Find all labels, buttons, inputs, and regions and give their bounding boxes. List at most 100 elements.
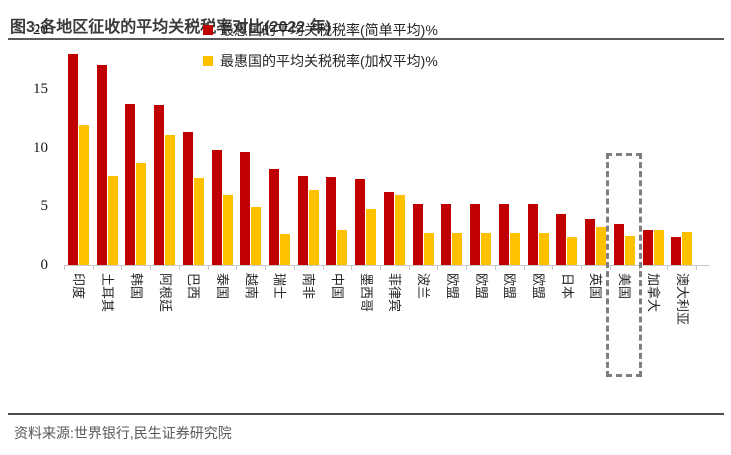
bar-weighted-avg	[308, 189, 319, 265]
x-category-label-text: 巴西	[186, 273, 202, 300]
x-category-label-text: 土耳其	[100, 273, 116, 313]
axis-tick	[121, 266, 123, 270]
axis-tick	[609, 266, 611, 270]
bar-group-17	[524, 30, 553, 265]
x-category-label-text: 欧盟	[473, 273, 489, 300]
bar-group-6	[208, 30, 237, 265]
bar-weighted-avg	[222, 194, 233, 265]
bar-group-8	[265, 30, 294, 265]
x-category-label-text: 加拿大	[645, 273, 661, 313]
source-note: 资料来源:世界银行,民生证券研究院	[14, 425, 232, 441]
bar-simple-avg	[556, 214, 567, 265]
bars-area	[64, 30, 696, 265]
bar-simple-avg	[67, 53, 78, 265]
axis-tick	[322, 266, 324, 270]
bar-weighted-avg	[452, 233, 463, 265]
bar-chart: 0 5 10 15 20 最惠国的平均关税税率(简单平均)% 最惠国的平均关税税率(加权…	[33, 20, 710, 377]
bar-simple-avg	[182, 132, 193, 265]
axis-tick	[178, 266, 180, 270]
axis-tick	[236, 266, 238, 270]
bar-weighted-avg	[538, 233, 549, 265]
y-tick-label: 20	[33, 22, 48, 38]
axis-tick	[667, 266, 669, 270]
y-tick-label: 5	[40, 198, 49, 215]
bar-simple-avg	[326, 176, 337, 265]
bar-simple-avg	[412, 203, 423, 265]
x-category-label-text: 印度	[71, 273, 87, 300]
bar-weighted-avg	[481, 233, 492, 265]
bar-group-21	[639, 30, 668, 265]
axis-tick	[92, 266, 94, 270]
x-category-label-text: 欧盟	[444, 273, 460, 300]
bar-weighted-avg	[78, 125, 89, 265]
bar-group-5	[179, 30, 208, 265]
bar-simple-avg	[383, 192, 394, 265]
bar-simple-avg	[211, 149, 222, 265]
bar-group-7	[236, 30, 265, 265]
usa-highlight-dashed-box	[606, 153, 643, 377]
axis-tick	[207, 266, 209, 270]
y-tick-label: 10	[33, 139, 48, 156]
axis-tick	[437, 266, 439, 270]
bar-simple-avg	[96, 65, 107, 265]
bar-simple-avg	[470, 203, 481, 265]
axis-tick	[638, 266, 640, 270]
bar-group-22	[667, 30, 696, 265]
bar-simple-avg	[154, 105, 165, 265]
bar-simple-avg	[441, 203, 452, 265]
bar-group-14	[438, 30, 467, 265]
x-category-label-text: 泰国	[215, 273, 230, 300]
bar-group-2	[93, 30, 122, 265]
x-category-label-text: 英国	[588, 273, 604, 300]
x-category-label-text: 菲律宾	[387, 273, 403, 313]
chart-legend: 最惠国的平均关税税率(简单平均)% 最惠国的平均关税税率(加权平均)%	[203, 20, 438, 82]
x-category-label-text: 越南	[243, 273, 259, 300]
y-tick-label: 0	[40, 257, 49, 273]
axis-tick	[466, 266, 468, 270]
bar-simple-avg	[269, 168, 279, 265]
bar-simple-avg	[613, 223, 624, 265]
bar-weighted-avg	[193, 178, 204, 265]
bar-weighted-avg	[280, 234, 290, 265]
bar-group-15	[466, 30, 495, 265]
x-category-label-text: 日本	[559, 273, 575, 300]
bar-simple-avg	[527, 203, 538, 265]
axis-tick	[265, 266, 267, 270]
axis-tick	[64, 266, 65, 270]
bar-weighted-avg	[394, 194, 405, 265]
bar-group-20	[610, 30, 639, 265]
bar-simple-avg	[671, 236, 682, 265]
bar-weighted-avg	[682, 232, 693, 265]
legend-row-weighted-avg: 最惠国的平均关税税率(加权平均)%	[203, 51, 438, 71]
bar-weighted-avg	[337, 229, 348, 265]
x-category-label-text: 墨西哥	[358, 273, 374, 313]
x-category-label-text: 美国	[617, 273, 633, 300]
x-category-label-text: 欧盟	[502, 273, 518, 300]
bar-simple-avg	[498, 203, 509, 265]
axis-tick	[696, 266, 697, 270]
bar-group-19	[581, 30, 610, 265]
bar-weighted-avg	[567, 236, 578, 265]
bar-weighted-avg	[596, 227, 607, 265]
legend-swatch-yellow	[203, 56, 213, 66]
bar-group-18	[552, 30, 581, 265]
legend-label-weighted-avg: 最惠国的平均关税税率(加权平均)%	[220, 53, 438, 69]
legend-label-simple-avg: 最惠国的平均关税税率(简单平均)%	[220, 22, 438, 38]
x-category-label-text: 阿根廷	[157, 273, 173, 313]
bar-weighted-avg	[165, 134, 176, 265]
x-category-label-text: 韩国	[128, 273, 144, 300]
bar-simple-avg	[125, 104, 136, 265]
axis-tick	[581, 266, 583, 270]
bar-weighted-avg	[251, 207, 262, 265]
x-category-label-text: 中国	[329, 273, 345, 300]
x-category-label-text: 波兰	[416, 273, 432, 300]
x-category-label-text: 瑞士	[272, 273, 288, 300]
bar-group-3	[121, 30, 150, 265]
bar-weighted-avg	[423, 233, 434, 265]
bar-simple-avg	[642, 229, 653, 265]
bar-group-11	[351, 30, 380, 265]
bar-weighted-avg	[107, 175, 118, 265]
bar-simple-avg	[585, 219, 596, 265]
bar-simple-avg	[297, 175, 308, 265]
